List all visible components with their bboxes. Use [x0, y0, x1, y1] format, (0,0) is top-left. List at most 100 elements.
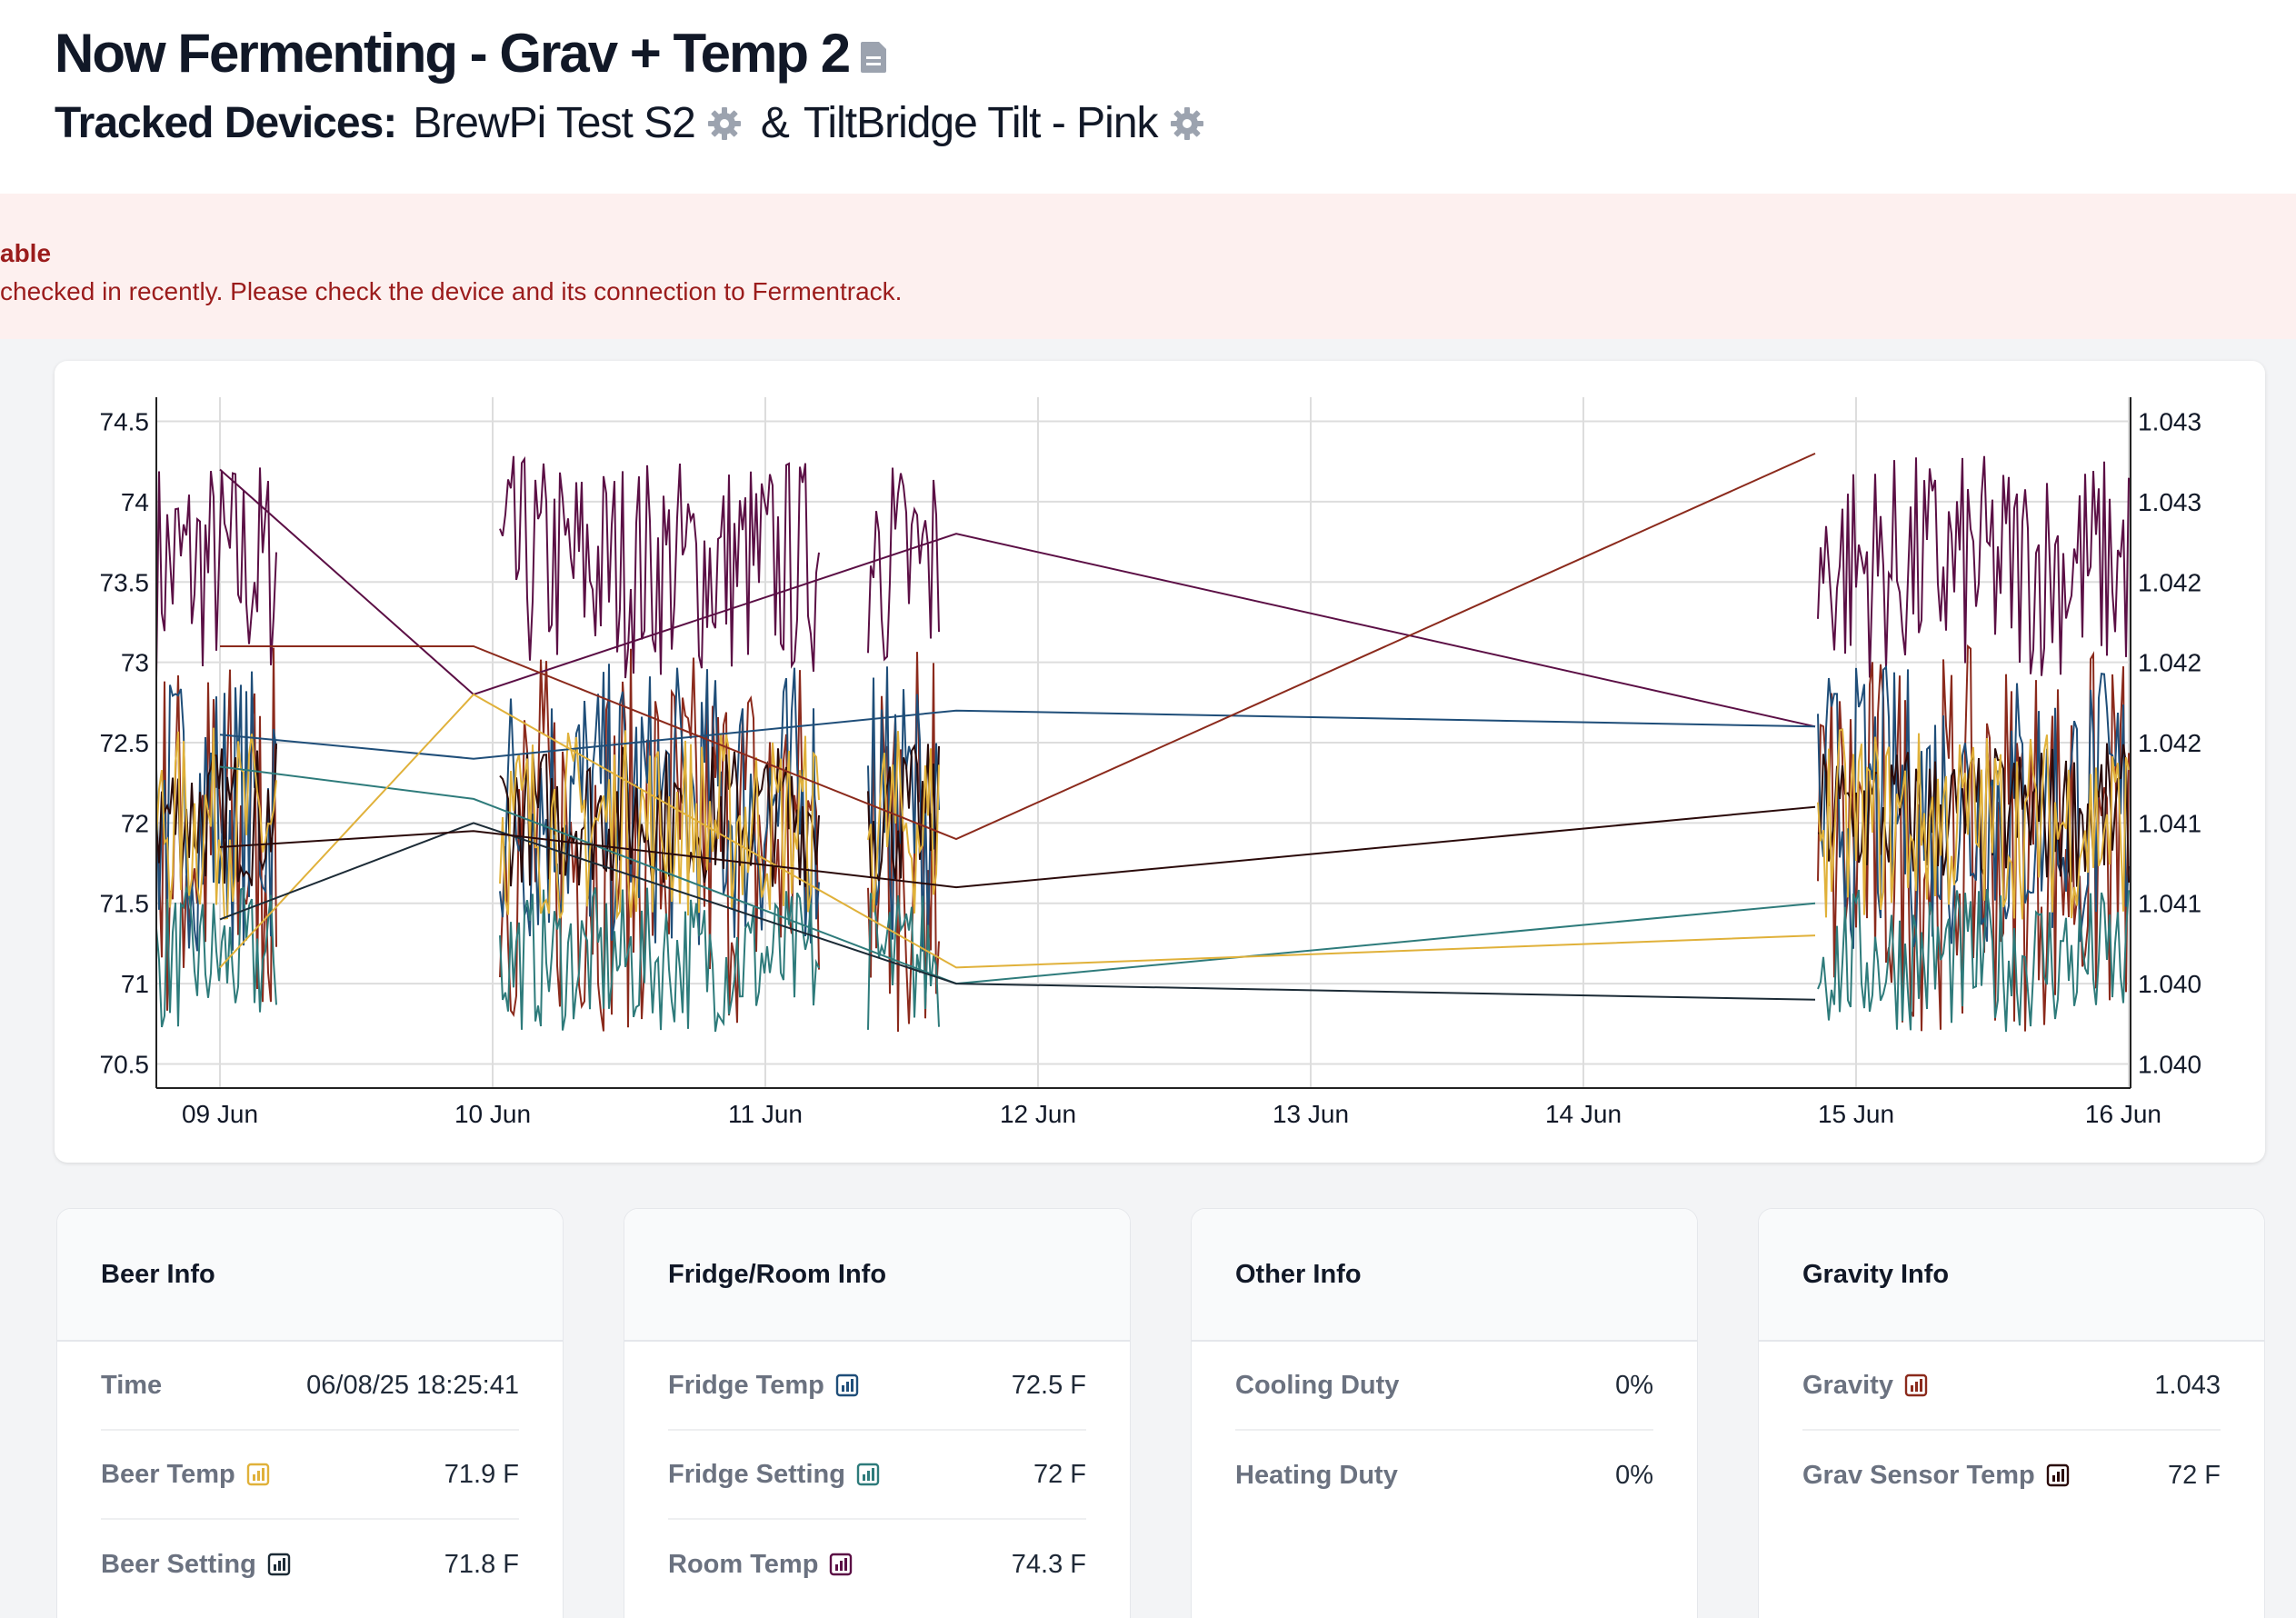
info-row-value: 74.3 F — [1011, 1549, 1086, 1579]
ampersand: & — [760, 99, 790, 147]
y-left-tick-label: 71.5 — [100, 890, 150, 918]
info-row: Grav Sensor Temp 72 F — [1802, 1431, 2221, 1520]
info-row-label: Fridge Setting — [668, 1460, 880, 1490]
x-tick-label: 16 Jun — [2085, 1100, 2161, 1128]
info-card-title: Other Info — [1192, 1209, 1697, 1342]
y-left-tick-label: 73 — [121, 649, 149, 677]
y-right-tick-label: 1.042 — [2138, 729, 2201, 757]
info-card-other-info: Other Info Cooling Duty 0% Heating Duty 0% — [1191, 1208, 1698, 1618]
info-row-label: Room Temp — [668, 1550, 853, 1580]
info-row-value: 71.8 F — [444, 1549, 519, 1579]
series-noise — [1817, 664, 2130, 949]
x-tick-label: 15 Jun — [1818, 1100, 1894, 1128]
info-row: Beer Setting 71.8 F — [101, 1520, 519, 1609]
series-line — [219, 765, 1816, 985]
info-row-label: Beer Setting — [101, 1550, 291, 1580]
alert-title: able — [0, 239, 52, 267]
series-line — [219, 468, 1816, 728]
info-row-label: Beer Temp — [101, 1460, 270, 1490]
device-link-tiltbridge[interactable]: TiltBridge Tilt - Pink — [803, 99, 1159, 147]
series-noise — [867, 731, 940, 914]
series-noise — [155, 727, 277, 920]
info-row: Fridge Setting 72 F — [668, 1431, 1086, 1520]
info-row-label: Gravity — [1802, 1371, 1928, 1401]
info-row-value: 71.9 F — [444, 1459, 519, 1489]
alert-message: checked in recently. Please check the de… — [0, 277, 903, 305]
info-row-label: Time — [101, 1370, 163, 1400]
info-row-value: 0% — [1615, 1370, 1653, 1400]
series-line — [219, 709, 1816, 760]
info-card-fridge-room-info: Fridge/Room Info Fridge Temp 72.5 F Fridge … — [624, 1208, 1131, 1618]
y-right-tick-label: 1.041 — [2138, 809, 2201, 837]
y-right-tick-label: 1.042 — [2138, 649, 2201, 677]
chart-toggle-icon[interactable] — [246, 1463, 270, 1486]
info-row-value: 72 F — [1033, 1459, 1086, 1489]
y-left-tick-label: 74.5 — [100, 408, 150, 436]
info-row-value: 72.5 F — [1011, 1370, 1086, 1400]
device-unavailable-alert: able checked in recently. Please check t… — [0, 194, 2296, 339]
series-noise — [867, 666, 940, 952]
x-tick-label: 14 Jun — [1545, 1100, 1622, 1128]
y-left-tick-label: 72.5 — [100, 729, 150, 757]
gear-icon[interactable] — [1169, 105, 1205, 142]
info-card-gravity-info: Gravity Info Gravity 1.043 Grav Sensor Temp… — [1758, 1208, 2265, 1618]
info-row-value: 0% — [1615, 1460, 1653, 1490]
series-noise — [155, 884, 277, 1028]
info-row-label: Cooling Duty — [1235, 1370, 1400, 1400]
y-left-tick-label: 72 — [121, 809, 149, 837]
y-left-tick-label: 73.5 — [100, 568, 150, 596]
y-right-tick-label: 1.040 — [2138, 970, 2201, 998]
x-tick-label: 09 Jun — [182, 1100, 258, 1128]
info-card-title: Gravity Info — [1759, 1209, 2264, 1342]
y-left-tick-label: 70.5 — [100, 1050, 150, 1078]
series-line — [219, 822, 1816, 1001]
series-line — [219, 805, 1816, 889]
y-right-tick-label: 1.043 — [2138, 488, 2201, 516]
page-header: Now Fermenting - Grav + Temp 2 Tracked D… — [0, 0, 2296, 194]
info-card-title: Beer Info — [57, 1209, 563, 1342]
info-row: Heating Duty 0% — [1235, 1431, 1653, 1520]
info-row: Cooling Duty 0% — [1235, 1342, 1653, 1431]
y-right-tick-label: 1.042 — [2138, 568, 2201, 596]
info-row: Fridge Temp 72.5 F — [668, 1342, 1086, 1431]
y-right-tick-label: 1.040 — [2138, 1050, 2201, 1078]
y-left-tick-label: 74 — [121, 488, 149, 516]
info-row-label: Fridge Temp — [668, 1371, 859, 1401]
info-row-value: 72 F — [2167, 1460, 2221, 1490]
series-noise — [155, 743, 277, 886]
series-line — [219, 693, 1816, 969]
tracked-devices: Tracked Devices: BrewPi Test S2 & TiltBr… — [55, 98, 1218, 148]
x-tick-label: 13 Jun — [1273, 1100, 1349, 1128]
gear-icon[interactable] — [706, 105, 743, 142]
device-link-brewpi[interactable]: BrewPi Test S2 — [413, 99, 696, 147]
series-noise — [499, 730, 820, 921]
info-row: Time 06/08/25 18:25:41 — [101, 1342, 519, 1431]
info-row-value: 06/08/25 18:25:41 — [306, 1370, 519, 1400]
page-title: Now Fermenting - Grav + Temp 2 — [55, 23, 851, 84]
chart-toggle-icon[interactable] — [835, 1373, 859, 1397]
series-noise — [1817, 888, 2130, 1033]
chart-svg[interactable]: 74.5 74 73.5 73 72.5 72 71.5 71 70.5 1.043 1.043 1.… — [55, 361, 2265, 1163]
chart-toggle-icon[interactable] — [829, 1553, 853, 1576]
info-row-value: 1.043 — [2154, 1370, 2221, 1400]
series-line — [220, 452, 1816, 841]
x-tick-label: 12 Jun — [1000, 1100, 1076, 1128]
info-row-label: Heating Duty — [1235, 1460, 1398, 1490]
chart-toggle-icon[interactable] — [267, 1553, 291, 1576]
fermentation-chart[interactable]: 74.5 74 73.5 73 72.5 72 71.5 71 70.5 1.043 1.043 1.… — [55, 361, 2265, 1163]
info-row: Beer Temp 71.9 F — [101, 1431, 519, 1520]
series-noise — [155, 467, 277, 679]
info-card-beer-info: Beer Info Time 06/08/25 18:25:41 Beer Temp 7… — [56, 1208, 564, 1618]
document-icon[interactable] — [859, 40, 890, 75]
x-tick-label: 11 Jun — [728, 1100, 803, 1128]
y-left-tick-label: 71 — [121, 970, 149, 998]
x-tick-label: 10 Jun — [454, 1100, 531, 1128]
y-right-tick-label: 1.043 — [2138, 408, 2201, 436]
series-noise — [867, 743, 940, 882]
series-noise — [1817, 455, 2130, 678]
chart-toggle-icon[interactable] — [2046, 1463, 2070, 1487]
series-noise — [499, 455, 820, 679]
chart-toggle-icon[interactable] — [856, 1463, 880, 1486]
chart-toggle-icon[interactable] — [1904, 1373, 1928, 1397]
series-noise — [1817, 728, 2130, 920]
